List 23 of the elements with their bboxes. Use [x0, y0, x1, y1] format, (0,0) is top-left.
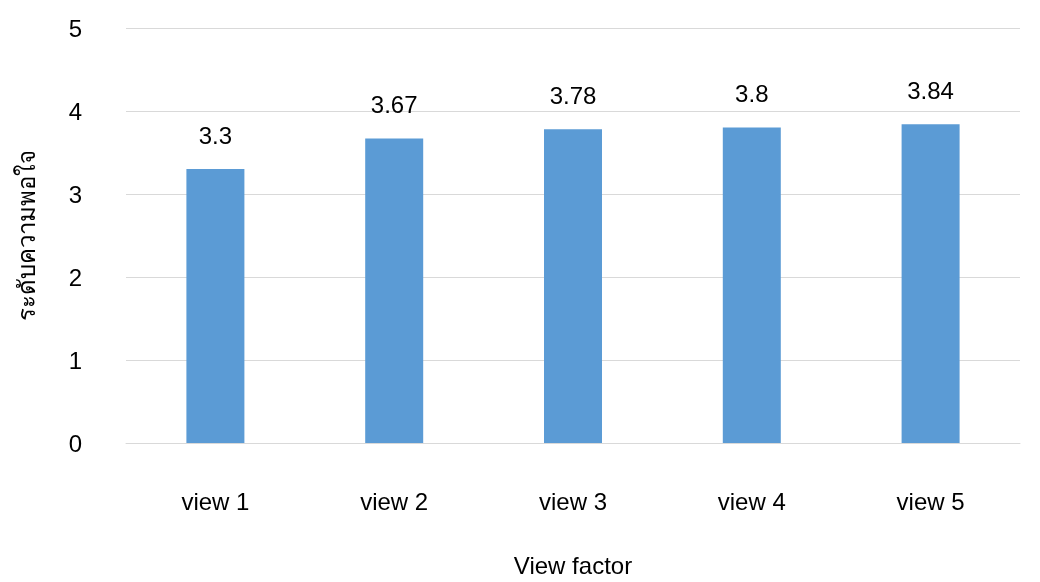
bar	[722, 127, 781, 443]
data-label: 3.8	[735, 80, 769, 108]
x-axis-title: View factor	[513, 551, 633, 579]
y-axis-title: ระดับความพอใจ	[12, 150, 40, 321]
y-tick-label: 1	[68, 346, 82, 374]
bar	[901, 124, 960, 443]
x-tick-label: view 5	[896, 487, 965, 515]
bar	[544, 129, 602, 443]
data-label: 3.84	[907, 76, 954, 104]
x-tick-label: view 4	[717, 487, 786, 515]
x-tick-label: view 1	[181, 487, 250, 515]
bar	[186, 169, 245, 443]
x-tick-label: view 2	[360, 487, 429, 515]
x-tick-label: view 3	[538, 487, 608, 515]
data-label: 3.78	[549, 81, 597, 109]
y-tick-label: 2	[68, 263, 82, 291]
y-tick-label: 0	[68, 429, 82, 457]
data-label: 3.67	[370, 90, 418, 118]
y-tick-label: 5	[68, 14, 82, 42]
y-tick-label: 3	[68, 180, 82, 208]
y-tick-label: 4	[68, 97, 82, 125]
data-label: 3.3	[198, 121, 233, 149]
bar	[365, 138, 424, 443]
